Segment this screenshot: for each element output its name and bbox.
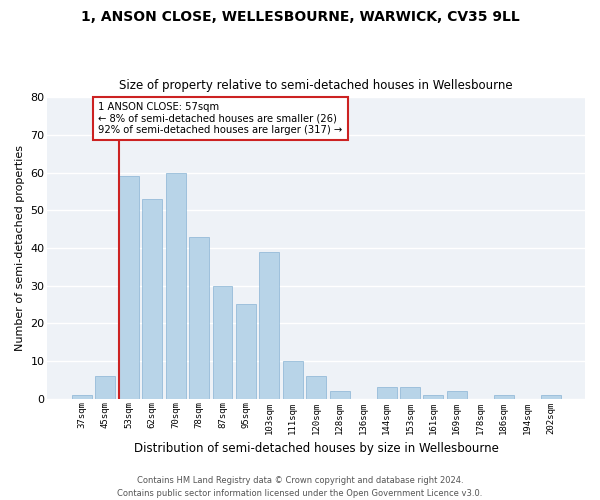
Bar <box>447 391 467 398</box>
X-axis label: Distribution of semi-detached houses by size in Wellesbourne: Distribution of semi-detached houses by … <box>134 442 499 455</box>
Bar <box>72 395 92 398</box>
Bar <box>119 176 139 398</box>
Bar <box>400 388 420 398</box>
Bar <box>212 286 232 399</box>
Bar <box>377 388 397 398</box>
Bar <box>189 236 209 398</box>
Bar <box>283 361 303 399</box>
Text: 1, ANSON CLOSE, WELLESBOURNE, WARWICK, CV35 9LL: 1, ANSON CLOSE, WELLESBOURNE, WARWICK, C… <box>80 10 520 24</box>
Bar <box>424 395 443 398</box>
Text: 1 ANSON CLOSE: 57sqm
← 8% of semi-detached houses are smaller (26)
92% of semi-d: 1 ANSON CLOSE: 57sqm ← 8% of semi-detach… <box>98 102 343 136</box>
Bar <box>494 395 514 398</box>
Title: Size of property relative to semi-detached houses in Wellesbourne: Size of property relative to semi-detach… <box>119 79 513 92</box>
Text: Contains HM Land Registry data © Crown copyright and database right 2024.
Contai: Contains HM Land Registry data © Crown c… <box>118 476 482 498</box>
Bar <box>142 199 162 398</box>
Y-axis label: Number of semi-detached properties: Number of semi-detached properties <box>15 145 25 351</box>
Bar <box>306 376 326 398</box>
Bar <box>259 252 280 398</box>
Bar <box>236 304 256 398</box>
Bar <box>166 172 185 398</box>
Bar <box>330 391 350 398</box>
Bar <box>541 395 560 398</box>
Bar <box>95 376 115 398</box>
